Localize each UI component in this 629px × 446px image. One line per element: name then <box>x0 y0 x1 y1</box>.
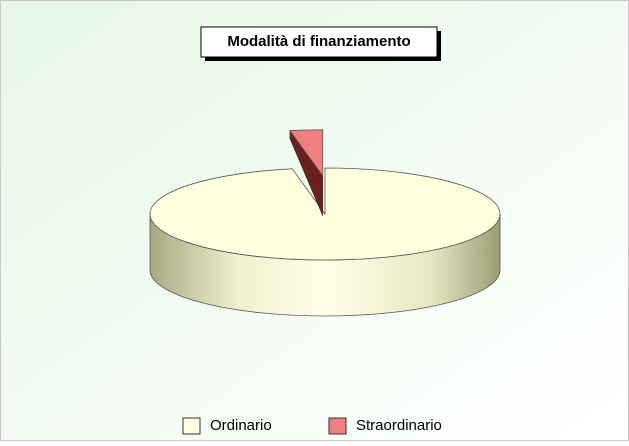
title-box <box>200 26 438 58</box>
pie-slice <box>149 167 501 261</box>
legend-label: Straordinario <box>356 417 442 434</box>
chart-title: Modalità di finanziamento <box>227 33 410 50</box>
legend-label: Ordinario <box>210 417 272 434</box>
legend-swatch <box>182 417 201 435</box>
legend-swatch <box>328 417 347 435</box>
pie-slice <box>289 129 324 178</box>
